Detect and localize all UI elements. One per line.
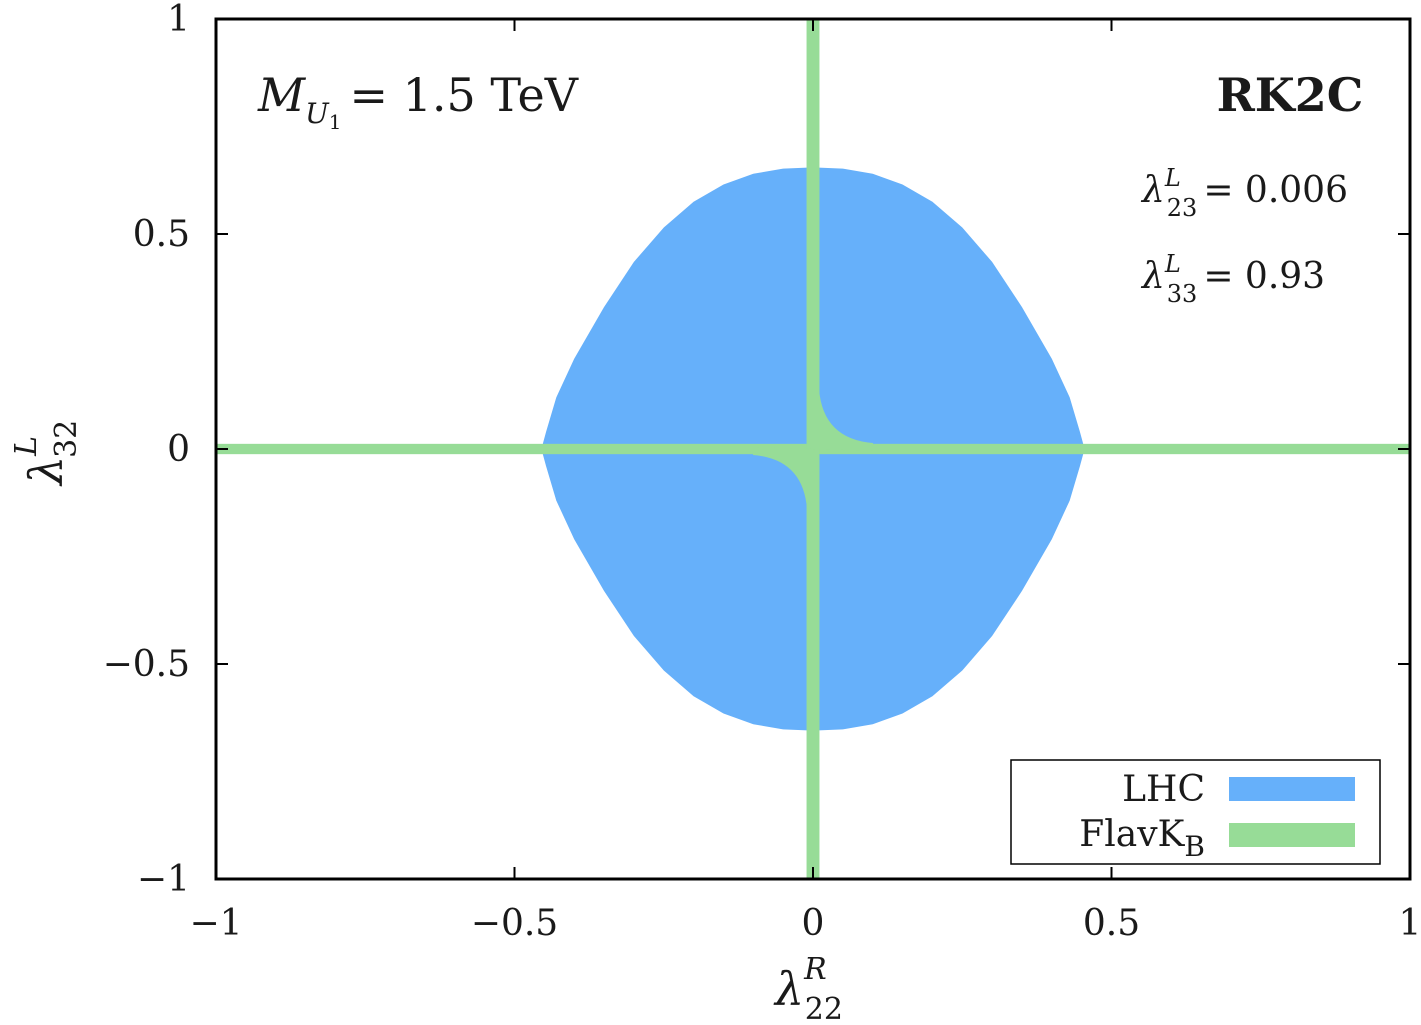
x-tick-label: −1 xyxy=(189,903,242,944)
x-axis-symbol: λ xyxy=(773,962,804,1016)
flavkb-cusp-lower xyxy=(753,447,813,509)
coupling2-sub: 33 xyxy=(1167,280,1198,308)
y-axis-sup: L xyxy=(9,436,44,457)
coupling2-value: = 0.93 xyxy=(1203,256,1325,297)
scenario-label: RK2C xyxy=(1217,68,1364,122)
legend-swatch-flavkb xyxy=(1229,823,1355,847)
x-axis-sub: 22 xyxy=(805,992,843,1025)
x-tick-label: 0 xyxy=(802,903,825,944)
y-tick-label: −0.5 xyxy=(103,644,190,685)
coupling1-symbol: λ xyxy=(1140,170,1165,211)
legend: LHC FlavKB xyxy=(1010,759,1381,865)
plot-regions xyxy=(216,19,1410,879)
y-axis-sub: 32 xyxy=(49,420,84,458)
legend-label-flavkb: FlavKB xyxy=(1079,814,1205,863)
mass-sub: U xyxy=(305,97,330,130)
coupling1-sup: L xyxy=(1164,164,1181,192)
axis-ticks: −1 −0.5 0 0.5 1 −1 −0.5 0 0.5 1 xyxy=(103,0,1421,944)
legend-label-flavk-sub: B xyxy=(1184,830,1205,863)
legend-swatch-lhc xyxy=(1229,777,1355,801)
x-tick-label: 1 xyxy=(1399,903,1421,944)
x-axis-sup: R xyxy=(803,952,827,987)
y-tick-label: 0 xyxy=(167,429,190,470)
y-axis-label: λL 32 xyxy=(9,420,84,487)
coupling2-symbol: λ xyxy=(1140,256,1165,297)
svg-text:MU1= 1.5 TeV: MU1 = 1.5 TeV xyxy=(257,68,579,134)
coupling1-value: = 0.006 xyxy=(1203,170,1348,211)
mass-symbol: M xyxy=(257,68,307,122)
y-tick-label: 1 xyxy=(167,0,190,40)
legend-label-lhc: LHC xyxy=(1122,769,1205,810)
coupling-annotation-2: λL 33 = 0.93 xyxy=(1140,250,1325,308)
x-tick-label: −0.5 xyxy=(471,903,558,944)
mass-value: = 1.5 TeV xyxy=(349,68,578,122)
legend-label-flavk: FlavK xyxy=(1079,814,1185,855)
y-tick-label: 0.5 xyxy=(133,214,190,255)
x-tick-label: 0.5 xyxy=(1083,903,1140,944)
flavkb-cusp-upper xyxy=(813,389,873,451)
coupling2-sup: L xyxy=(1164,250,1181,278)
coupling-annotation-1: λL 23 = 0.006 xyxy=(1140,164,1348,222)
coupling1-sub: 23 xyxy=(1167,194,1198,222)
y-axis-symbol: λ xyxy=(19,456,73,487)
mass-sub-sub: 1 xyxy=(329,110,342,134)
y-tick-label: −1 xyxy=(137,859,190,900)
x-axis-label: λR 22 xyxy=(773,952,843,1025)
mass-annotation: MU1 = 1.5 TeV xyxy=(257,68,579,134)
